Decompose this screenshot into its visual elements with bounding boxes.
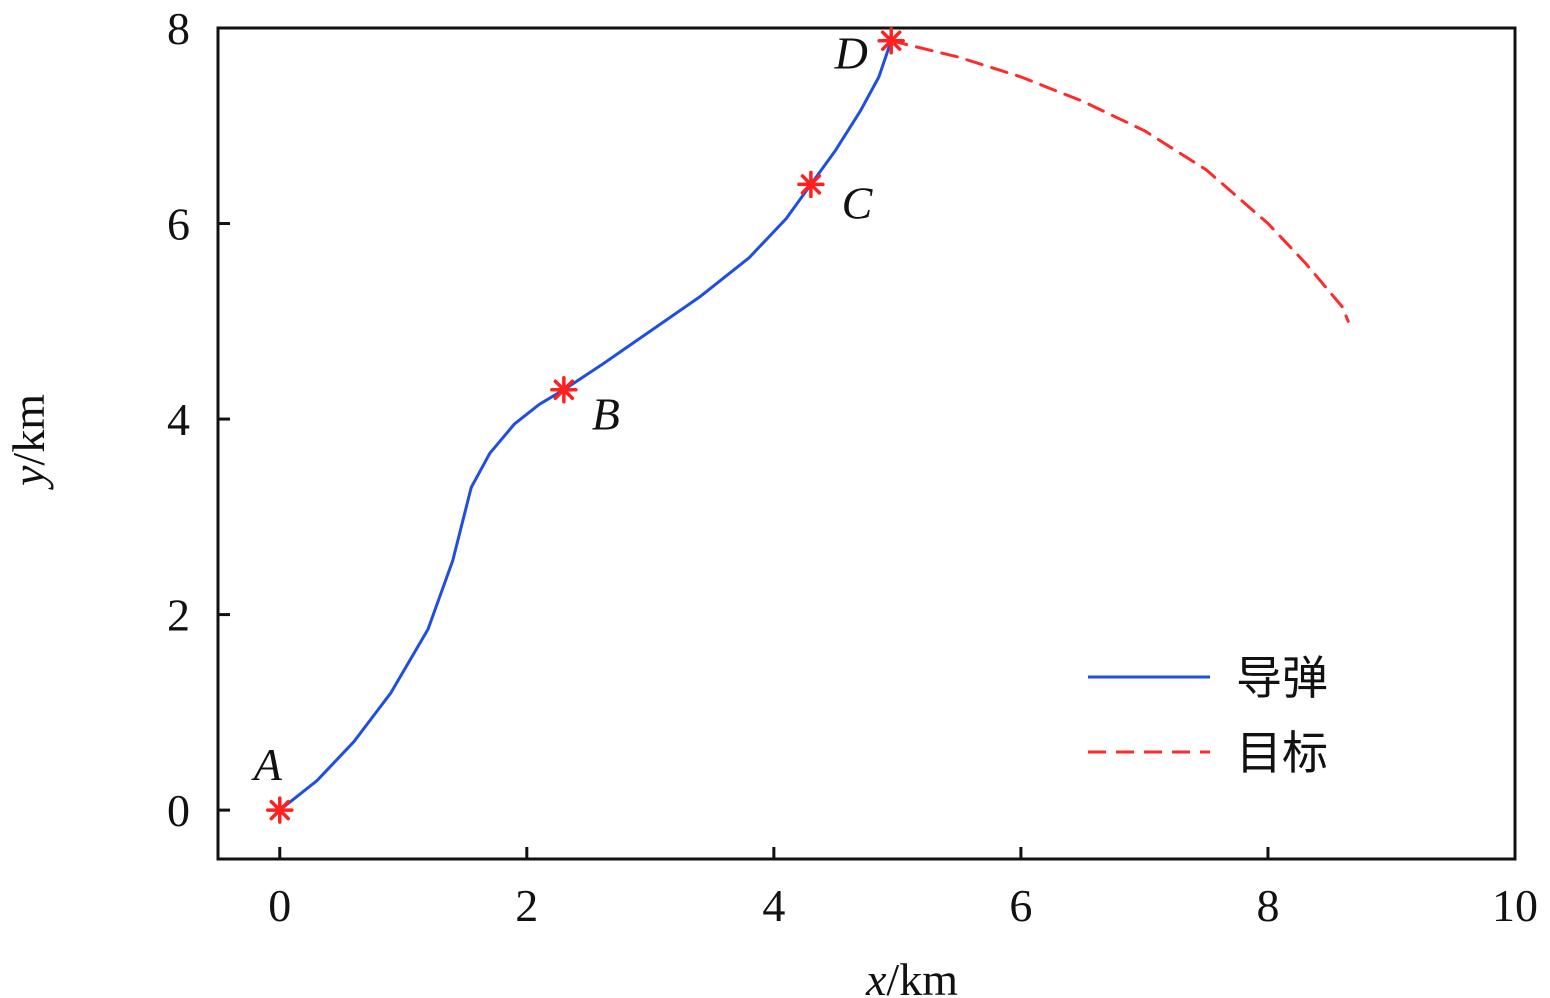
y-tick-label: 8	[167, 3, 190, 54]
marker-b	[550, 375, 578, 404]
marker-c	[797, 170, 825, 199]
y-tick-label: 2	[167, 590, 190, 641]
marker-d	[877, 26, 905, 55]
point-label-a: A	[251, 739, 283, 790]
legend-label-target: 目标	[1236, 726, 1328, 780]
marker-stroke	[800, 174, 822, 195]
y-tick-label: 4	[167, 394, 190, 445]
point-label-b: B	[592, 389, 620, 440]
marker-stroke	[880, 30, 902, 51]
marker-a	[266, 796, 294, 824]
series-line-target	[889, 39, 1350, 323]
point-label-c: C	[842, 177, 874, 228]
axis-tick-labels: 0 2 4 6 8 10 0 2 4 6 8	[167, 3, 1538, 931]
y-axis-unit: /km	[3, 394, 54, 466]
series-line-missile	[278, 39, 893, 812]
x-tick-label: 8	[1256, 880, 1279, 931]
x-axis-unit: /km	[886, 954, 958, 998]
x-tick-label: 10	[1492, 880, 1538, 931]
y-tick-label: 6	[167, 199, 190, 250]
x-axis-variable: x	[865, 954, 887, 998]
x-axis-label: x/km	[865, 954, 958, 998]
x-tick-label: 4	[762, 880, 785, 931]
x-tick-label: 2	[515, 880, 538, 931]
key-points: A B C D	[251, 26, 905, 824]
marker-stroke	[269, 799, 290, 821]
plot-frame	[216, 26, 1517, 861]
y-axis-variable: y	[3, 465, 54, 490]
point-label-d: D	[834, 28, 868, 79]
x-tick-label: 6	[1009, 880, 1032, 931]
y-tick-label: 0	[167, 785, 190, 836]
axis-ticks	[218, 26, 1517, 859]
x-tick-label: 0	[268, 880, 291, 931]
y-axis-label: y/km	[3, 394, 54, 490]
marker-stroke	[553, 379, 575, 400]
series-layer	[278, 39, 1350, 812]
legend: 导弹 目标	[1088, 651, 1328, 780]
legend-label-missile: 导弹	[1236, 651, 1328, 705]
